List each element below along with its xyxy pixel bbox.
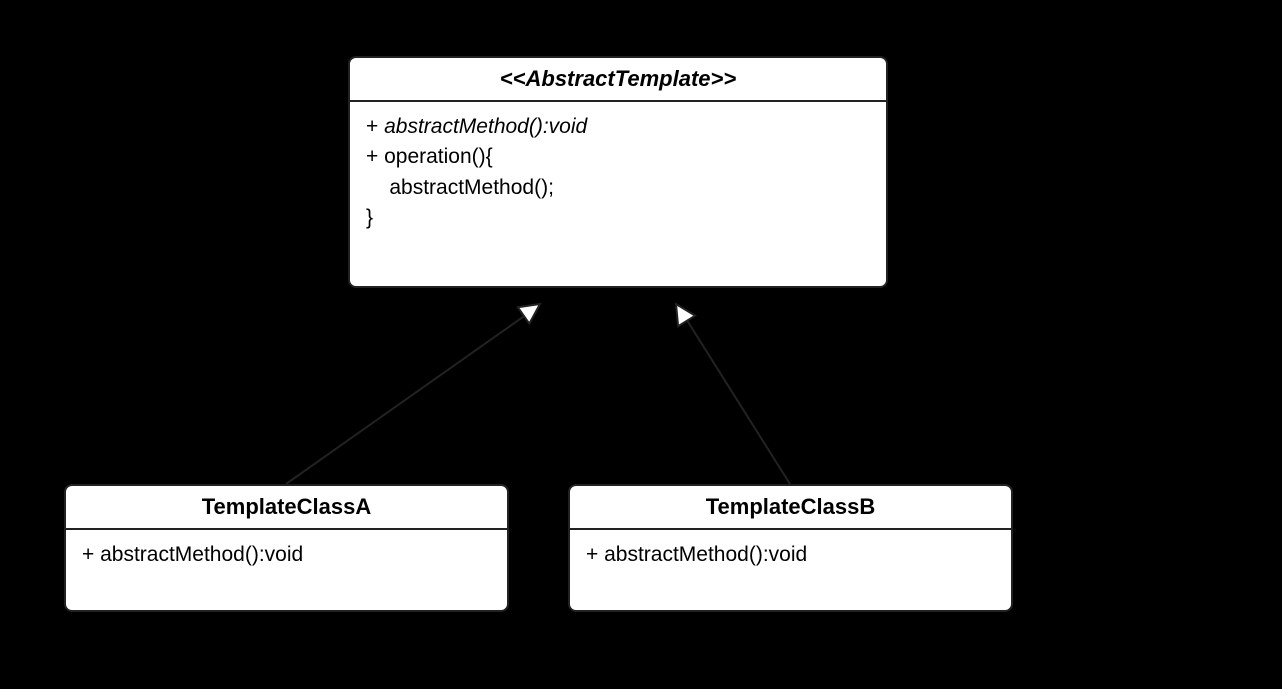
uml-class-title: TemplateClassB: [570, 486, 1011, 530]
uml-class-title: TemplateClassA: [66, 486, 507, 530]
generalization-edge-a: [286, 312, 530, 484]
hollow-arrow-icon: [668, 299, 696, 327]
uml-class-body: + abstractMethod():void + operation(){ a…: [350, 102, 886, 248]
uml-class-title: <<AbstractTemplate>>: [350, 58, 886, 102]
generalization-edge-b: [683, 314, 790, 484]
uml-class-template-b: TemplateClassB + abstractMethod():void: [568, 484, 1013, 612]
uml-class-template-a: TemplateClassA + abstractMethod():void: [64, 484, 509, 612]
uml-class-body: + abstractMethod():void: [570, 530, 1011, 584]
hollow-arrow-icon: [518, 296, 546, 324]
uml-class-body: + abstractMethod():void: [66, 530, 507, 584]
uml-class-abstract-template: <<AbstractTemplate>> + abstractMethod():…: [348, 56, 888, 288]
